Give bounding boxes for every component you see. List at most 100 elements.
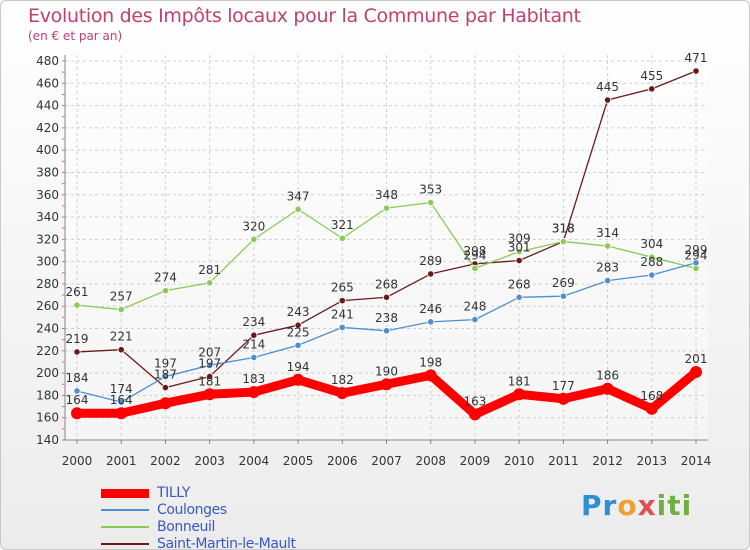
data-point: [250, 331, 258, 339]
data-label: 274: [154, 271, 177, 285]
data-label: 314: [596, 226, 619, 240]
data-point: [338, 234, 346, 242]
x-tick-label: 2008: [415, 454, 446, 468]
x-tick-label: 2003: [194, 454, 225, 468]
data-label: 184: [66, 371, 89, 385]
x-tick-label: 2000: [62, 454, 93, 468]
data-point: [515, 293, 523, 301]
data-label: 219: [66, 332, 89, 346]
data-label: 183: [242, 372, 265, 386]
legend-swatch: [101, 509, 149, 511]
data-point: [161, 372, 170, 381]
data-label: 198: [419, 355, 442, 369]
data-label: 299: [685, 243, 708, 257]
data-label: 181: [198, 374, 221, 388]
legend-label: Bonneuil: [157, 519, 215, 535]
y-tick-label: 380: [36, 165, 59, 179]
x-tick-label: 2001: [106, 454, 137, 468]
data-point: [117, 305, 125, 314]
legend-swatch: [101, 526, 149, 528]
data-label: 201: [685, 352, 708, 366]
data-label: 294: [685, 248, 708, 262]
data-label: 174: [110, 382, 133, 396]
data-label: 288: [640, 255, 663, 269]
data-point: [247, 386, 260, 399]
data-label: 318: [552, 222, 575, 236]
data-point: [206, 279, 214, 287]
y-tick-label: 180: [36, 388, 59, 402]
data-point: [161, 287, 170, 295]
data-label: 234: [242, 315, 265, 329]
data-label: 246: [419, 302, 442, 316]
y-tick-label: 140: [36, 433, 59, 447]
data-label: 164: [110, 393, 133, 407]
data-label: 177: [552, 379, 575, 393]
proxiti-logo: Proxiti: [581, 489, 692, 522]
x-tick-label: 2006: [327, 454, 358, 468]
y-tick-label: 320: [36, 232, 59, 246]
y-tick-label: 360: [36, 188, 59, 202]
y-tick-label: 160: [36, 411, 59, 425]
data-label: 347: [287, 189, 310, 203]
data-label: 455: [640, 69, 663, 83]
data-point: [250, 353, 258, 362]
y-tick-label: 300: [36, 255, 59, 269]
y-tick-label: 240: [36, 322, 59, 336]
data-label: 348: [375, 188, 398, 202]
data-point: [692, 67, 700, 75]
y-tick-label: 480: [36, 54, 59, 68]
data-point: [206, 361, 214, 369]
data-point: [690, 366, 702, 379]
y-tick-label: 440: [36, 99, 59, 113]
data-label: 309: [508, 232, 531, 246]
data-label: 269: [552, 276, 575, 290]
data-label: 294: [463, 248, 486, 262]
legend-label: Coulonges: [157, 502, 227, 518]
data-point: [515, 256, 523, 265]
legend-label: TILLY: [157, 485, 190, 501]
y-tick-label: 260: [36, 299, 59, 313]
data-label: 301: [508, 241, 531, 255]
x-tick-label: 2002: [150, 454, 181, 468]
data-point: [382, 204, 391, 212]
data-label: 283: [596, 261, 619, 275]
data-point: [648, 85, 656, 93]
data-point: [559, 292, 567, 300]
data-label: 320: [242, 219, 265, 233]
y-tick-label: 420: [36, 121, 59, 135]
data-point: [382, 327, 391, 335]
data-label: 261: [66, 285, 89, 299]
data-point: [513, 388, 526, 401]
x-tick-label: 2005: [283, 454, 314, 468]
data-point: [424, 369, 437, 382]
x-tick-label: 2012: [592, 454, 623, 468]
data-label: 243: [287, 305, 310, 319]
data-label: 190: [375, 364, 398, 378]
data-label: 289: [419, 254, 442, 268]
data-label: 298: [463, 244, 486, 258]
data-point: [115, 407, 128, 420]
chart-title: Evolution des Impôts locaux pour la Comm…: [28, 5, 581, 27]
x-tick-label: 2007: [371, 454, 402, 468]
logo-part: x: [637, 489, 657, 522]
data-point: [338, 323, 346, 332]
data-point: [294, 321, 302, 329]
data-point: [559, 237, 567, 246]
data-point: [515, 248, 523, 256]
y-tick-label: 340: [36, 210, 59, 224]
data-point: [250, 235, 258, 243]
data-label: 248: [463, 300, 486, 314]
legend-swatch: [101, 488, 149, 498]
y-tick-label: 220: [36, 344, 59, 358]
data-point: [206, 372, 214, 381]
legend-swatch: [101, 543, 149, 545]
data-label: 194: [287, 360, 310, 374]
x-tick-label: 2014: [681, 454, 712, 468]
data-label: 321: [331, 218, 354, 232]
data-label: 168: [640, 389, 663, 403]
data-point: [336, 387, 349, 400]
y-tick-label: 280: [36, 277, 59, 291]
data-point: [117, 346, 125, 354]
